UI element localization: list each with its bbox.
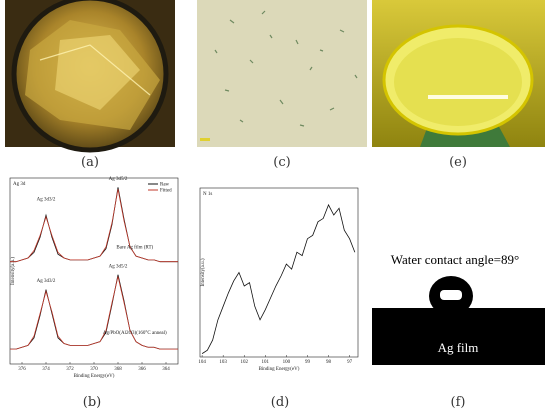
x-tick-label: 98 — [326, 360, 332, 365]
data-line — [201, 203, 356, 354]
x-tick-label: 374 — [42, 367, 50, 372]
panel-label: (f) — [451, 395, 466, 410]
annotation: Ag 3d5/2 — [109, 264, 128, 269]
x-tick-label: 368 — [114, 367, 122, 372]
photo-f: Water contact angle=89° Ag film — [372, 245, 545, 365]
x-tick-label: 370 — [90, 367, 98, 372]
y-axis-label: Intensity(a.u.) — [11, 257, 16, 285]
panel-label: (b) — [83, 395, 101, 410]
annotation: Ag 3d5/2 — [109, 177, 128, 182]
x-tick-label: 364 — [162, 367, 170, 372]
y-axis-label: Intensity(a.u.) — [201, 258, 206, 286]
data-line — [10, 189, 178, 263]
plot-frame — [199, 187, 359, 358]
data-line — [10, 276, 178, 350]
x-axis-label: Binding Energy(eV) — [259, 367, 300, 372]
chart-label: Ag 3d — [13, 182, 26, 187]
annotation: Bare Ag film (RT) — [116, 246, 153, 251]
annotation: Ag 3d3/2 — [37, 279, 56, 284]
panel-label: (d) — [271, 395, 289, 410]
x-tick-label: 102 — [240, 360, 248, 365]
annotation: Ag 3d3/2 — [37, 197, 56, 202]
x-tick-label: 366 — [138, 367, 146, 372]
photo-c — [197, 0, 367, 147]
photo-e — [372, 0, 545, 147]
legend-label: Fitted — [160, 189, 172, 194]
annotation: Ag/PbO(Al2O3)(160°C anneal) — [103, 331, 167, 336]
legend-label: Raw — [160, 183, 170, 188]
panel-label: (a) — [81, 155, 99, 170]
x-tick-label: 104 — [198, 360, 206, 365]
x-tick-label: 372 — [66, 367, 74, 372]
panel-label: (c) — [273, 155, 290, 170]
contact-angle-title: Water contact angle=89° — [391, 252, 519, 267]
x-tick-label: 97 — [347, 360, 353, 365]
x-tick-label: 376 — [18, 367, 26, 372]
chart-label: N 1s — [203, 192, 212, 197]
x-tick-label: 99 — [305, 360, 311, 365]
x-tick-label: 100 — [283, 360, 291, 365]
x-tick-label: 101 — [262, 360, 270, 365]
panel-label: (e) — [449, 155, 467, 170]
photo-a — [5, 0, 175, 153]
charts: 376 374 372 370 368 366 364 Binding Energy(eV) I… — [9, 177, 359, 379]
x-axis-label: Binding Energy(eV) — [74, 374, 115, 379]
plot-frame — [9, 177, 179, 365]
film-label: Ag film — [438, 340, 479, 355]
x-tick-label: 103 — [219, 360, 227, 365]
